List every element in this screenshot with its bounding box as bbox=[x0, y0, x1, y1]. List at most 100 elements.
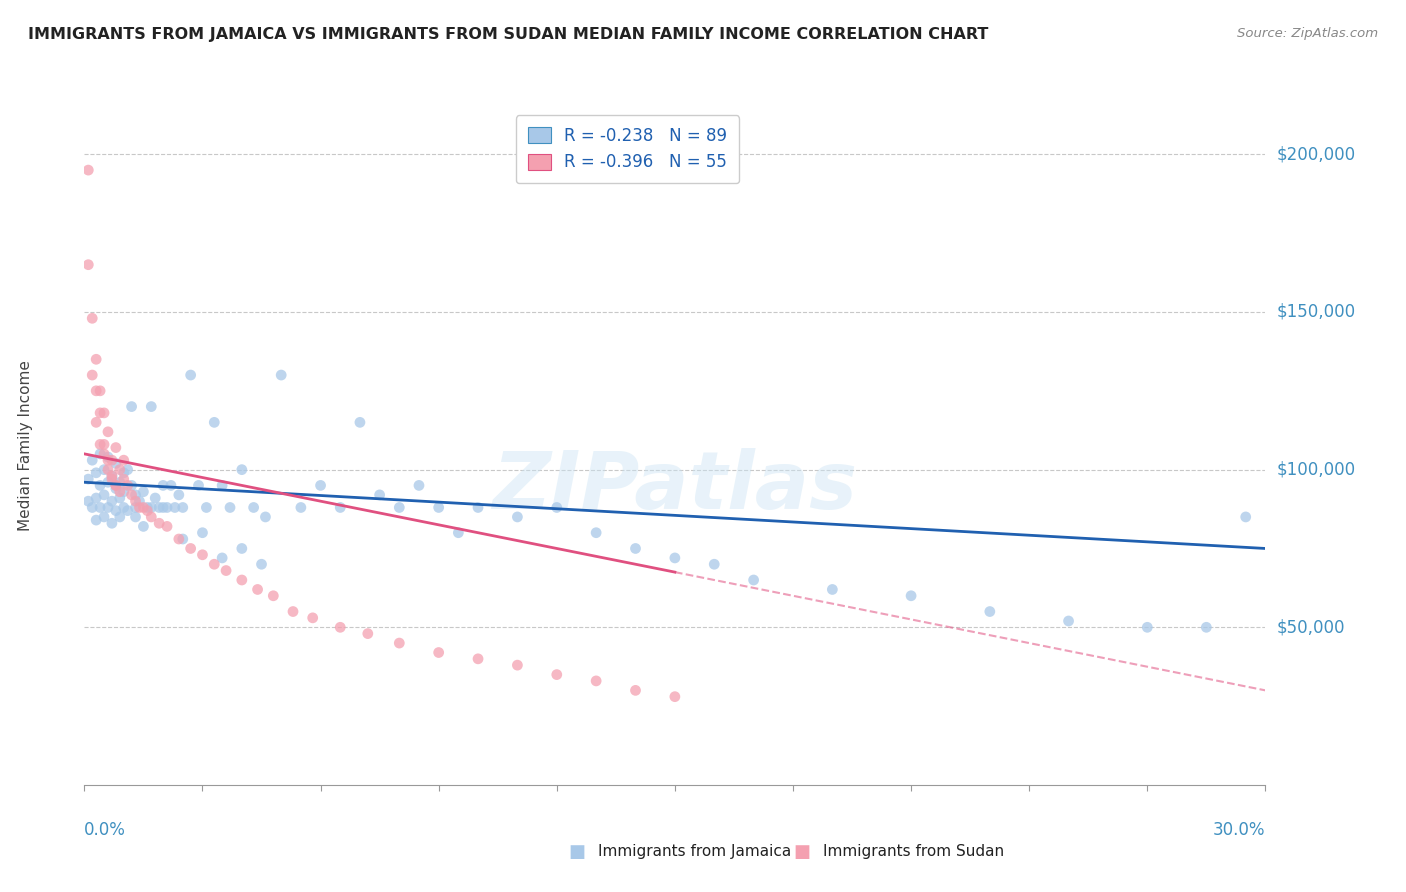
Point bbox=[141, 400, 163, 414]
Point bbox=[121, 488, 143, 502]
Point bbox=[93, 510, 115, 524]
Text: Immigrants from Jamaica: Immigrants from Jamaica bbox=[598, 845, 790, 859]
Text: Immigrants from Sudan: Immigrants from Sudan bbox=[823, 845, 1004, 859]
Point bbox=[546, 667, 568, 681]
Text: 0.0%: 0.0% bbox=[84, 821, 127, 838]
Text: Median Family Income: Median Family Income bbox=[18, 360, 32, 532]
Point bbox=[82, 500, 104, 515]
Point bbox=[231, 541, 253, 556]
Point bbox=[821, 582, 844, 597]
Point bbox=[191, 525, 214, 540]
Point bbox=[231, 463, 253, 477]
Point bbox=[329, 500, 352, 515]
Point bbox=[124, 510, 146, 524]
Point bbox=[215, 564, 238, 578]
Point bbox=[124, 500, 146, 515]
Point bbox=[117, 463, 139, 477]
Point bbox=[231, 573, 253, 587]
Point bbox=[117, 503, 139, 517]
Point bbox=[191, 548, 214, 562]
Point bbox=[742, 573, 765, 587]
Point bbox=[163, 500, 186, 515]
Point bbox=[124, 488, 146, 502]
Text: $100,000: $100,000 bbox=[1277, 460, 1355, 479]
Point bbox=[467, 500, 489, 515]
Point bbox=[388, 636, 411, 650]
Point bbox=[112, 453, 135, 467]
Point bbox=[108, 475, 131, 490]
Point bbox=[202, 558, 225, 572]
Point bbox=[101, 453, 124, 467]
Point bbox=[112, 466, 135, 480]
Text: IMMIGRANTS FROM JAMAICA VS IMMIGRANTS FROM SUDAN MEDIAN FAMILY INCOME CORRELATIO: IMMIGRANTS FROM JAMAICA VS IMMIGRANTS FR… bbox=[28, 27, 988, 42]
Point bbox=[97, 475, 120, 490]
Point bbox=[427, 500, 450, 515]
Point bbox=[180, 541, 202, 556]
Point bbox=[97, 453, 120, 467]
Point bbox=[141, 510, 163, 524]
Point bbox=[329, 620, 352, 634]
Point bbox=[108, 463, 131, 477]
Point bbox=[93, 406, 115, 420]
Text: Source: ZipAtlas.com: Source: ZipAtlas.com bbox=[1237, 27, 1378, 40]
Point bbox=[219, 500, 242, 515]
Point bbox=[108, 510, 131, 524]
Point bbox=[132, 519, 155, 533]
Point bbox=[1195, 620, 1218, 634]
Point bbox=[388, 500, 411, 515]
Point bbox=[136, 503, 159, 517]
Point bbox=[152, 478, 174, 492]
Point bbox=[172, 500, 194, 515]
Point bbox=[195, 500, 218, 515]
Point bbox=[1136, 620, 1159, 634]
Point bbox=[108, 491, 131, 505]
Point bbox=[132, 500, 155, 515]
Point bbox=[82, 311, 104, 326]
Point bbox=[180, 368, 202, 382]
Point bbox=[408, 478, 430, 492]
Point bbox=[624, 683, 647, 698]
Text: $150,000: $150,000 bbox=[1277, 303, 1355, 321]
Point bbox=[309, 478, 332, 492]
Point bbox=[112, 500, 135, 515]
Point bbox=[82, 453, 104, 467]
Point bbox=[89, 406, 111, 420]
Point bbox=[242, 500, 264, 515]
Point bbox=[128, 500, 150, 515]
Point bbox=[97, 425, 120, 439]
Point bbox=[84, 513, 107, 527]
Point bbox=[202, 415, 225, 429]
Point bbox=[1057, 614, 1080, 628]
Point bbox=[77, 494, 100, 508]
Point bbox=[101, 469, 124, 483]
Point bbox=[84, 466, 107, 480]
Point bbox=[250, 558, 273, 572]
Text: ZIPatlas: ZIPatlas bbox=[492, 448, 858, 525]
Point bbox=[93, 463, 115, 477]
Point bbox=[84, 491, 107, 505]
Point bbox=[82, 368, 104, 382]
Text: ■: ■ bbox=[568, 843, 585, 861]
Text: 30.0%: 30.0% bbox=[1213, 821, 1265, 838]
Point bbox=[97, 463, 120, 477]
Point bbox=[77, 163, 100, 178]
Point bbox=[104, 478, 127, 492]
Point bbox=[357, 626, 380, 640]
Point bbox=[121, 478, 143, 492]
Point bbox=[124, 494, 146, 508]
Point bbox=[447, 525, 470, 540]
Point bbox=[979, 605, 1001, 619]
Point bbox=[104, 478, 127, 492]
Point bbox=[97, 450, 120, 464]
Point bbox=[664, 690, 686, 704]
Point bbox=[301, 611, 323, 625]
Point bbox=[167, 488, 190, 502]
Point bbox=[132, 484, 155, 499]
Point bbox=[89, 437, 111, 451]
Point bbox=[281, 605, 304, 619]
Point bbox=[703, 558, 725, 572]
Point bbox=[167, 532, 190, 546]
Point bbox=[585, 673, 607, 688]
Point bbox=[143, 491, 166, 505]
Point bbox=[112, 484, 135, 499]
